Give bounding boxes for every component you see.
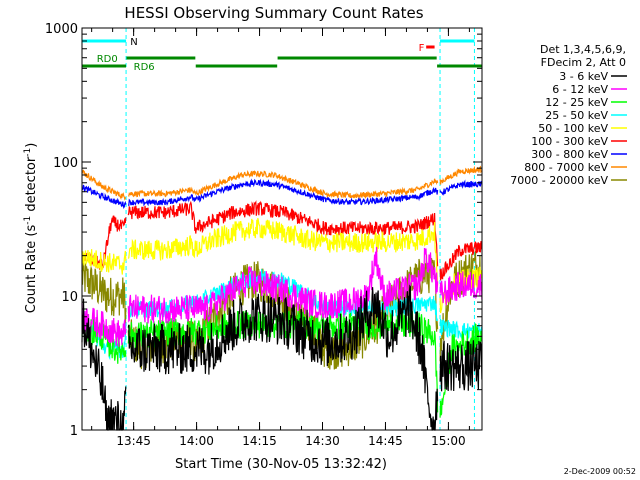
x-axis: 13:45 14:00 14:15 14:30 14:45 15:00	[91, 28, 470, 448]
chart-title: HESSI Observing Summary Count Rates	[124, 4, 423, 22]
y-tick-label-1: 10	[61, 290, 78, 305]
x-axis-label: Start Time (30-Nov-05 13:32:42)	[175, 457, 387, 472]
legend-label-5: 100 - 300 keV	[531, 135, 608, 148]
series-line-7-1	[127, 169, 439, 200]
legend-label-3: 25 - 50 keV	[545, 109, 608, 122]
legend-header-2: FDecim 2, Att 0	[541, 56, 626, 69]
series-line-8-0	[81, 257, 127, 329]
series-line-4-0	[81, 249, 127, 275]
y-axis-label: Count Rate (s-1 detector-1)	[23, 143, 39, 314]
x-tick-label-5: 15:00	[431, 434, 466, 448]
series-line-0-0	[81, 298, 127, 431]
y-axis-label-main: Count Rate (s	[24, 225, 39, 314]
legend-header-1: Det 1,3,4,5,6,9,	[540, 43, 626, 56]
series-line-5-1	[127, 200, 439, 267]
plot-area: N F RD0 RD6	[81, 27, 483, 431]
series-line-6-2	[439, 179, 483, 196]
series-line-1-1	[127, 246, 439, 324]
series-line-6-1	[127, 178, 439, 207]
series-line-4-1	[127, 217, 439, 286]
red-label: F	[419, 43, 425, 54]
legend-label-0: 3 - 6 keV	[559, 70, 608, 83]
y-axis-label-sup1: -1	[23, 216, 33, 225]
legend-label-2: 12 - 25 keV	[545, 96, 608, 109]
x-tick-label-0: 13:45	[116, 434, 151, 448]
x-tick-label-3: 14:30	[305, 434, 340, 448]
plot-frame	[81, 27, 483, 431]
x-tick-label-2: 14:15	[242, 434, 277, 448]
y-axis-label-end: )	[24, 143, 39, 148]
legend-label-6: 300 - 800 keV	[531, 148, 608, 161]
series-line-5-2	[439, 241, 483, 281]
y-axis-label-mid: detector	[24, 156, 39, 216]
y-axis: 1 10 100 1000	[45, 22, 482, 439]
rd6-label: RD6	[134, 62, 155, 73]
series-line-6-0	[81, 184, 127, 210]
x-tick-label-1: 14:00	[179, 434, 214, 448]
cyan-label: N	[130, 37, 137, 48]
series-line-0-2	[439, 340, 483, 392]
series-line-7-2	[439, 165, 483, 185]
series-line-7-0	[81, 169, 127, 201]
footer-timestamp: 2-Dec-2009 00:52	[564, 467, 636, 476]
legend-label-1: 6 - 12 keV	[552, 83, 608, 96]
legend-label-8: 7000 - 20000 keV	[510, 174, 608, 187]
legend-label-7: 800 - 7000 keV	[524, 161, 608, 174]
rd0-label: RD0	[97, 54, 118, 65]
series-line-1-2	[439, 271, 483, 306]
legend-label-4: 50 - 100 keV	[538, 122, 608, 135]
x-tick-label-4: 14:45	[368, 434, 403, 448]
y-axis-label-sup2: -1	[23, 148, 33, 157]
series-line-0-1	[127, 284, 439, 431]
y-tick-label-3: 1000	[45, 22, 78, 37]
y-tick-label-2: 100	[53, 156, 78, 171]
y-tick-label-0: 1	[70, 424, 78, 439]
legend: Det 1,3,4,5,6,9, FDecim 2, Att 0 3 - 6 k…	[510, 43, 627, 187]
